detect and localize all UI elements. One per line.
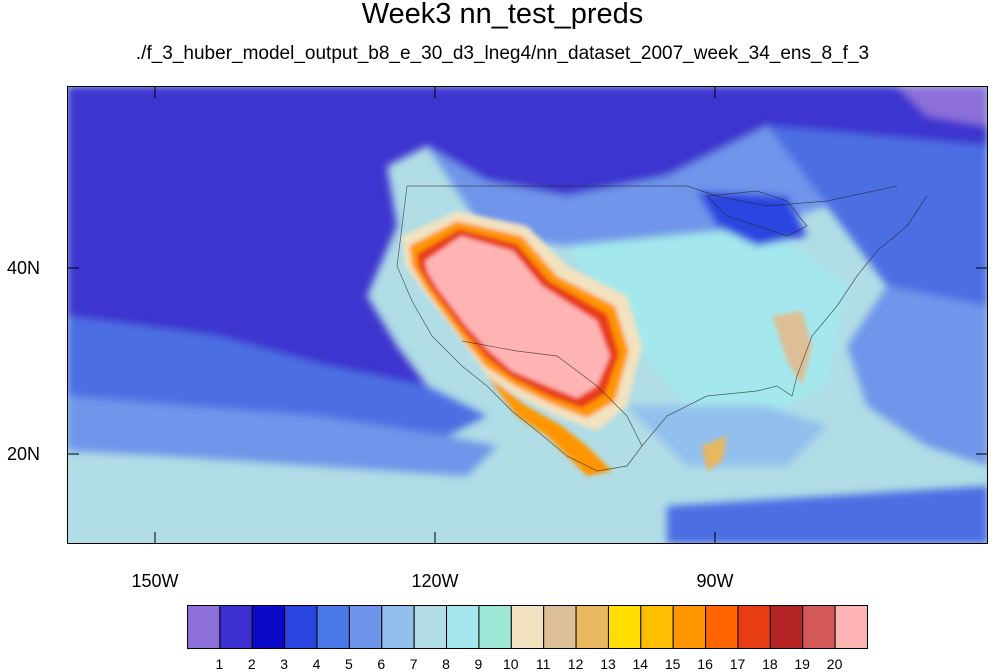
colorbar-box [284, 605, 318, 649]
colorbar-tick-label: 10 [503, 656, 519, 672]
colorbar-box [543, 605, 577, 649]
colorbar-box [834, 605, 868, 649]
colorbar-tick-label: 12 [567, 656, 584, 672]
colorbar-box [478, 605, 512, 649]
colorbar-tick-label: 7 [409, 656, 418, 672]
colorbar-box [705, 605, 739, 649]
colorbar-tick-label: 14 [632, 656, 649, 672]
border-us-mexico [461, 340, 643, 447]
colorbar-tick-label: 17 [729, 656, 746, 672]
coastline-west [396, 185, 643, 472]
lon-label-150w: 150W [131, 571, 179, 591]
field-mid-pacific [67, 316, 487, 436]
colorbar-tick-label: 13 [600, 656, 616, 672]
colorbar-box [219, 605, 253, 649]
field-atlantic-light [847, 286, 988, 466]
colorbar-box [348, 605, 383, 649]
colorbar-box [640, 605, 674, 649]
colorbar-box [607, 605, 642, 649]
coastline-gulf [641, 375, 798, 447]
colorbar-box [672, 605, 707, 649]
colorbar-tick-label: 3 [280, 656, 288, 672]
contour-map [67, 86, 988, 544]
colorbar-tick-label: 19 [794, 656, 810, 672]
colorbar-tick-label: 15 [664, 656, 681, 672]
colorbar-tick-label: 18 [762, 656, 778, 672]
colorbar-box [510, 605, 545, 649]
field-baja [487, 376, 612, 476]
colorbar-box [316, 605, 350, 649]
field-light-pacific [67, 396, 497, 476]
colorbar-tick-label: 8 [442, 656, 450, 672]
colorbar-tick-label: 5 [344, 656, 353, 672]
lon-label-120w: 120W [411, 571, 459, 591]
colorbar-box [251, 605, 286, 649]
colorbar-box [737, 605, 771, 649]
colorbar-box [413, 605, 448, 649]
colorbar [187, 605, 868, 649]
colorbar-box [575, 605, 609, 649]
colorbar-tick-label: 2 [247, 656, 256, 672]
colorbar-tick-label: 6 [377, 656, 386, 672]
colorbar-tick-label: 20 [826, 656, 843, 672]
colorbar-box [769, 605, 804, 649]
coastline-east [796, 195, 928, 377]
map-title: Week3 nn_test_preds [361, 0, 644, 30]
field-caribbean [667, 486, 988, 544]
field-yucatan [702, 436, 727, 471]
border-us-canada [407, 185, 898, 207]
lat-label-40n: 40N [6, 258, 40, 278]
field-florida [772, 311, 812, 386]
map-frame [67, 86, 988, 544]
lon-label-90w: 90W [696, 571, 734, 591]
colorbar-tick-label: 9 [474, 656, 483, 672]
colorbar-box [187, 605, 221, 649]
colorbar-tick-label: 16 [697, 656, 713, 672]
lat-label-20n: 20N [6, 444, 40, 464]
colorbar-tick-label: 4 [312, 656, 321, 672]
field-central-land [567, 226, 847, 416]
colorbar-box [381, 605, 415, 649]
colorbar-box [446, 605, 480, 649]
field-north-atlantic [767, 126, 988, 316]
map-subtitle: ./f_3_huber_model_output_b8_e_30_d3_lneg… [135, 43, 870, 64]
field-hudson-cold [897, 86, 988, 126]
field-deep-pacific [67, 86, 988, 386]
colorbar-tick-label: 11 [535, 656, 551, 672]
field-sw-core [425, 236, 610, 398]
colorbar-box [802, 605, 836, 649]
colorbar-tick-label: 1 [215, 656, 224, 672]
great-lakes-outline [706, 190, 808, 237]
